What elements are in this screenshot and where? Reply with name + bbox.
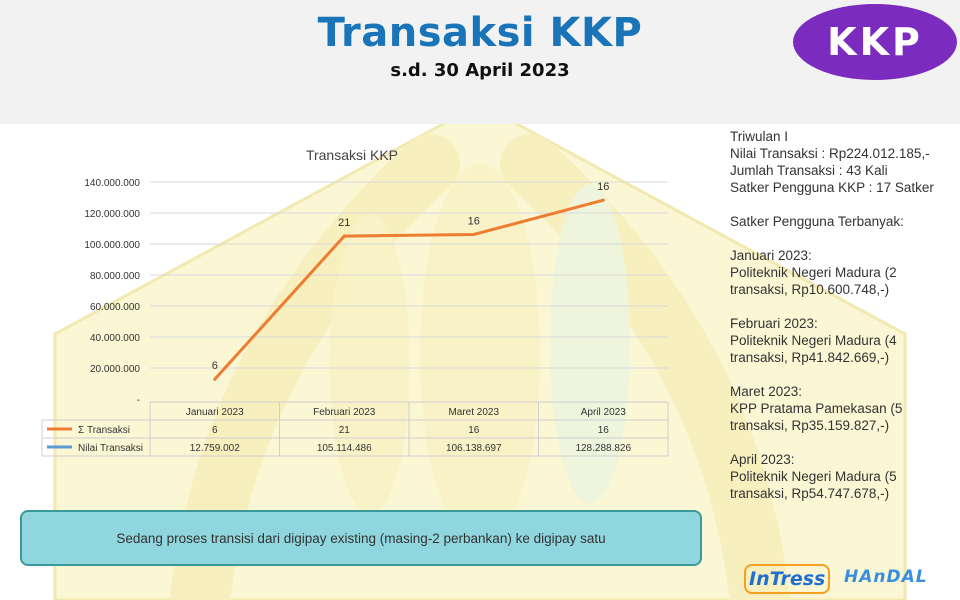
intress-logo: InTress: [744, 564, 831, 594]
header-band: [0, 0, 960, 124]
month-detail: Politeknik Negeri Madura (2: [730, 265, 897, 280]
summary-line: Triwulan I: [730, 129, 789, 144]
data-label: 16: [597, 181, 609, 193]
y-tick-label: 20.000.000: [90, 364, 140, 375]
data-label: 16: [468, 215, 480, 227]
month-detail: KPP Pratama Pamekasan (5: [730, 401, 903, 416]
page-subtitle: s.d. 30 April 2023: [390, 60, 570, 81]
series-line-transaksi: [213, 198, 605, 381]
month-heading: Januari 2023:: [730, 248, 812, 263]
y-tick-label: 40.000.000: [90, 333, 140, 344]
month-detail: Politeknik Negeri Madura (4: [730, 333, 897, 348]
kkp-logo: KKP: [793, 4, 957, 80]
top-users-heading: Satker Pengguna Terbanyak:: [730, 214, 904, 229]
data-point: [213, 377, 217, 381]
table-cell: 6: [212, 425, 218, 436]
y-tick-label: 100.000.000: [84, 240, 140, 251]
table-cell: 21: [339, 425, 351, 436]
data-label: 6: [212, 360, 218, 372]
summary-line: Satker Pengguna KKP : 17 Satker: [730, 180, 934, 195]
summary-line: Jumlah Transaksi : 43 Kali: [730, 163, 888, 178]
table-cell: 106.138.697: [446, 443, 502, 454]
data-point: [342, 234, 346, 238]
y-tick-label: 140.000.000: [84, 178, 140, 189]
legend-label: Σ Transaksi: [78, 425, 130, 436]
month-detail: transaksi, Rp54.747.678,-): [730, 486, 890, 501]
line-chart: Transaksi KKP - 20.000.000 40.000.000 60.000…: [41, 147, 669, 457]
chart-title: Transaksi KKP: [306, 147, 398, 163]
month-detail: transaksi, Rp35.159.827,-): [730, 418, 890, 433]
table-cell: 16: [468, 425, 480, 436]
banner-text: Sedang proses transisi dari digipay exis…: [116, 530, 606, 546]
handal-logo: HAnDAL: [844, 567, 928, 587]
x-category-label: Februari 2023: [313, 407, 376, 418]
y-tick-label: 80.000.000: [90, 271, 140, 282]
table-cell: 12.759.002: [190, 443, 240, 454]
table-cell: 128.288.826: [575, 443, 631, 454]
status-banner: Sedang proses transisi dari digipay exis…: [20, 510, 702, 566]
month-detail: transaksi, Rp10.600.748,-): [730, 282, 890, 297]
month-heading: Februari 2023:: [730, 316, 818, 331]
month-detail: Politeknik Negeri Madura (5: [730, 469, 897, 484]
legend-label: Nilai Transaksi: [78, 443, 143, 454]
table-cell: 105.114.486: [317, 443, 372, 454]
page-title: Transaksi KKP: [317, 10, 643, 56]
month-detail: transaksi, Rp41.842.669,-): [730, 350, 890, 365]
summary-line: Nilai Transaksi : Rp224.012.185,-: [730, 146, 930, 161]
y-tick-label: -: [137, 395, 140, 406]
month-heading: April 2023:: [730, 452, 795, 467]
y-tick-label: 120.000.000: [84, 209, 140, 220]
x-category-label: April 2023: [581, 407, 626, 418]
month-heading: Maret 2023:: [730, 384, 803, 399]
x-category-label: Januari 2023: [186, 407, 244, 418]
x-category-label: Maret 2023: [448, 407, 499, 418]
data-point: [601, 198, 605, 202]
summary-panel: Triwulan I Nilai Transaksi : Rp224.012.1…: [730, 128, 958, 502]
y-tick-label: 60.000.000: [90, 302, 140, 313]
data-point: [472, 232, 476, 236]
table-cell: 16: [598, 425, 610, 436]
data-label: 21: [338, 217, 350, 229]
